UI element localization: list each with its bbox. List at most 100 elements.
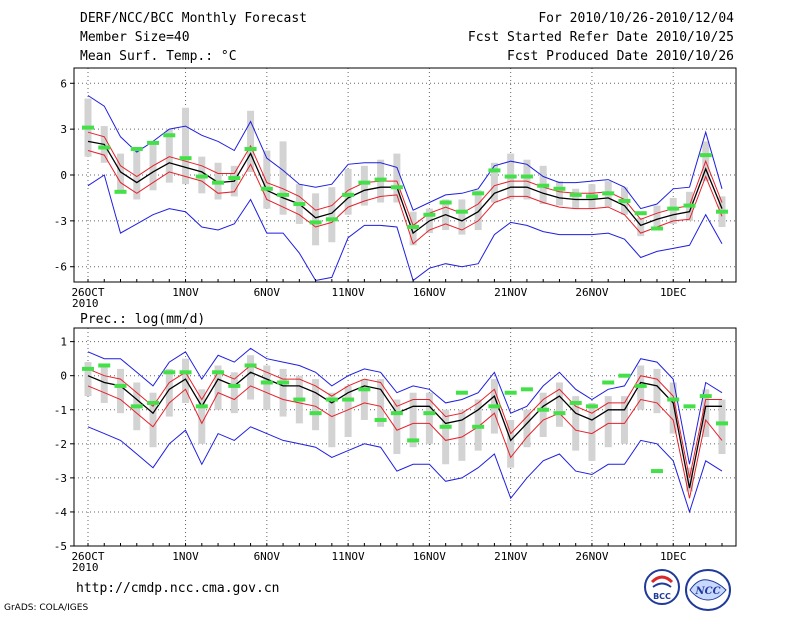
range-bar — [653, 368, 661, 414]
range-bar — [669, 382, 677, 434]
forecast-start-date: Fcst Started Refer Date 2010/10/25 — [467, 30, 734, 45]
observed-marker — [293, 397, 306, 402]
x-tick-label: 11NOV — [332, 550, 365, 563]
observed-marker — [82, 125, 94, 130]
observed-marker — [504, 390, 517, 395]
x-tick-label: 1NOV — [172, 286, 199, 299]
series-line-upper-band — [87, 364, 722, 479]
observed-marker — [98, 363, 111, 368]
range-bar — [247, 110, 255, 172]
range-bar — [279, 141, 287, 215]
x-tick-label: 21NOV — [494, 286, 527, 299]
range-bar — [84, 362, 92, 397]
forecast-produced-date: Fcst Produced Date 2010/10/26 — [507, 49, 734, 64]
observed-marker — [98, 145, 111, 150]
range-bar — [312, 193, 320, 246]
observed-marker — [130, 404, 143, 409]
range-bar — [198, 389, 206, 444]
observed-marker — [667, 397, 680, 402]
x-tick-label: 1DEC — [660, 286, 687, 299]
x-tick-label: 11NOV — [332, 286, 365, 299]
observed-marker — [553, 186, 566, 191]
observed-marker — [374, 417, 387, 422]
observed-marker — [244, 147, 257, 152]
x-tick-label: 16NOV — [413, 550, 446, 563]
observed-marker — [390, 411, 403, 416]
series-line-ensemble-mean — [87, 140, 723, 235]
observed-marker — [179, 370, 192, 375]
observed-marker — [293, 202, 306, 207]
observed-marker — [488, 168, 501, 173]
range-bar — [702, 389, 710, 437]
range-bar — [393, 399, 401, 455]
observed-marker — [342, 192, 355, 197]
x-tick-label: 6NOV — [254, 550, 281, 563]
plot-frame — [73, 67, 737, 283]
series-line-lower-band — [87, 150, 723, 245]
bcc-logo: BCC — [644, 569, 680, 605]
range-bar — [393, 153, 401, 203]
grads-credit: GrADS: COLA/IGES — [4, 603, 89, 613]
observed-marker — [390, 185, 403, 190]
range-bar — [360, 165, 368, 206]
range-bar — [230, 372, 238, 414]
observed-marker — [163, 133, 176, 138]
range-bar — [344, 385, 352, 437]
observed-marker — [277, 192, 290, 197]
range-bar — [458, 199, 466, 235]
bcc-logo-text: BCC — [653, 592, 671, 601]
range-bar — [572, 396, 580, 451]
x-tick-label: 21NOV — [494, 550, 527, 563]
range-bar — [555, 382, 563, 427]
observed-marker — [716, 209, 728, 214]
observed-marker — [618, 198, 631, 203]
range-bar — [328, 392, 336, 448]
range-bar — [360, 379, 368, 420]
range-bar — [344, 168, 352, 215]
observed-marker — [569, 192, 582, 197]
series-line-lower-band — [87, 385, 723, 499]
series-line-ensemble-mean — [87, 371, 722, 489]
observed-marker — [228, 176, 241, 181]
observed-marker — [374, 177, 387, 182]
y-tick-label: 0 — [60, 169, 67, 182]
series-line-minimum — [87, 174, 723, 282]
observed-marker — [342, 397, 355, 402]
observed-marker — [683, 404, 696, 409]
ncc-logo: NCC — [685, 569, 731, 611]
range-bar — [328, 187, 336, 243]
observed-marker — [569, 400, 582, 405]
header-right: For 2010/10/26-2010/12/04 Fcst Started R… — [468, 9, 734, 66]
observed-marker — [114, 189, 127, 194]
x-tick-label: 1NOV — [172, 550, 199, 563]
observed-marker — [325, 217, 338, 222]
range-bar — [100, 365, 108, 403]
x-tick-label: 6NOV — [254, 286, 281, 299]
range-bar — [458, 409, 466, 461]
range-bar — [182, 107, 190, 185]
x-tick-year-label: 2010 — [72, 561, 99, 574]
range-bar — [490, 162, 498, 203]
observed-marker — [602, 191, 615, 196]
observed-marker — [309, 220, 322, 225]
observed-marker — [179, 156, 192, 161]
x-tick-label: 26NOV — [575, 286, 608, 299]
range-bar — [539, 392, 547, 437]
observed-marker — [309, 411, 322, 416]
plot-frame — [73, 327, 737, 547]
member-size: Member Size=40 — [80, 30, 190, 45]
range-bar — [165, 368, 173, 417]
range-bar — [133, 147, 141, 200]
source-url[interactable]: http://cmdp.ncc.cma.gov.cn — [76, 581, 280, 596]
observed-marker — [716, 421, 728, 426]
observed-marker — [699, 153, 712, 158]
observed-marker — [212, 370, 225, 375]
observed-marker — [634, 383, 647, 388]
range-bar — [312, 379, 320, 431]
forecast-period: For 2010/10/26-2010/12/04 — [538, 11, 734, 26]
range-bar — [604, 396, 612, 448]
y-tick-label: -3 — [54, 215, 67, 228]
chart-title: DERF/NCC/BCC Monthly Forecast — [80, 11, 307, 26]
x-tick-label: 26OCT — [71, 286, 104, 299]
observed-marker — [537, 407, 550, 412]
